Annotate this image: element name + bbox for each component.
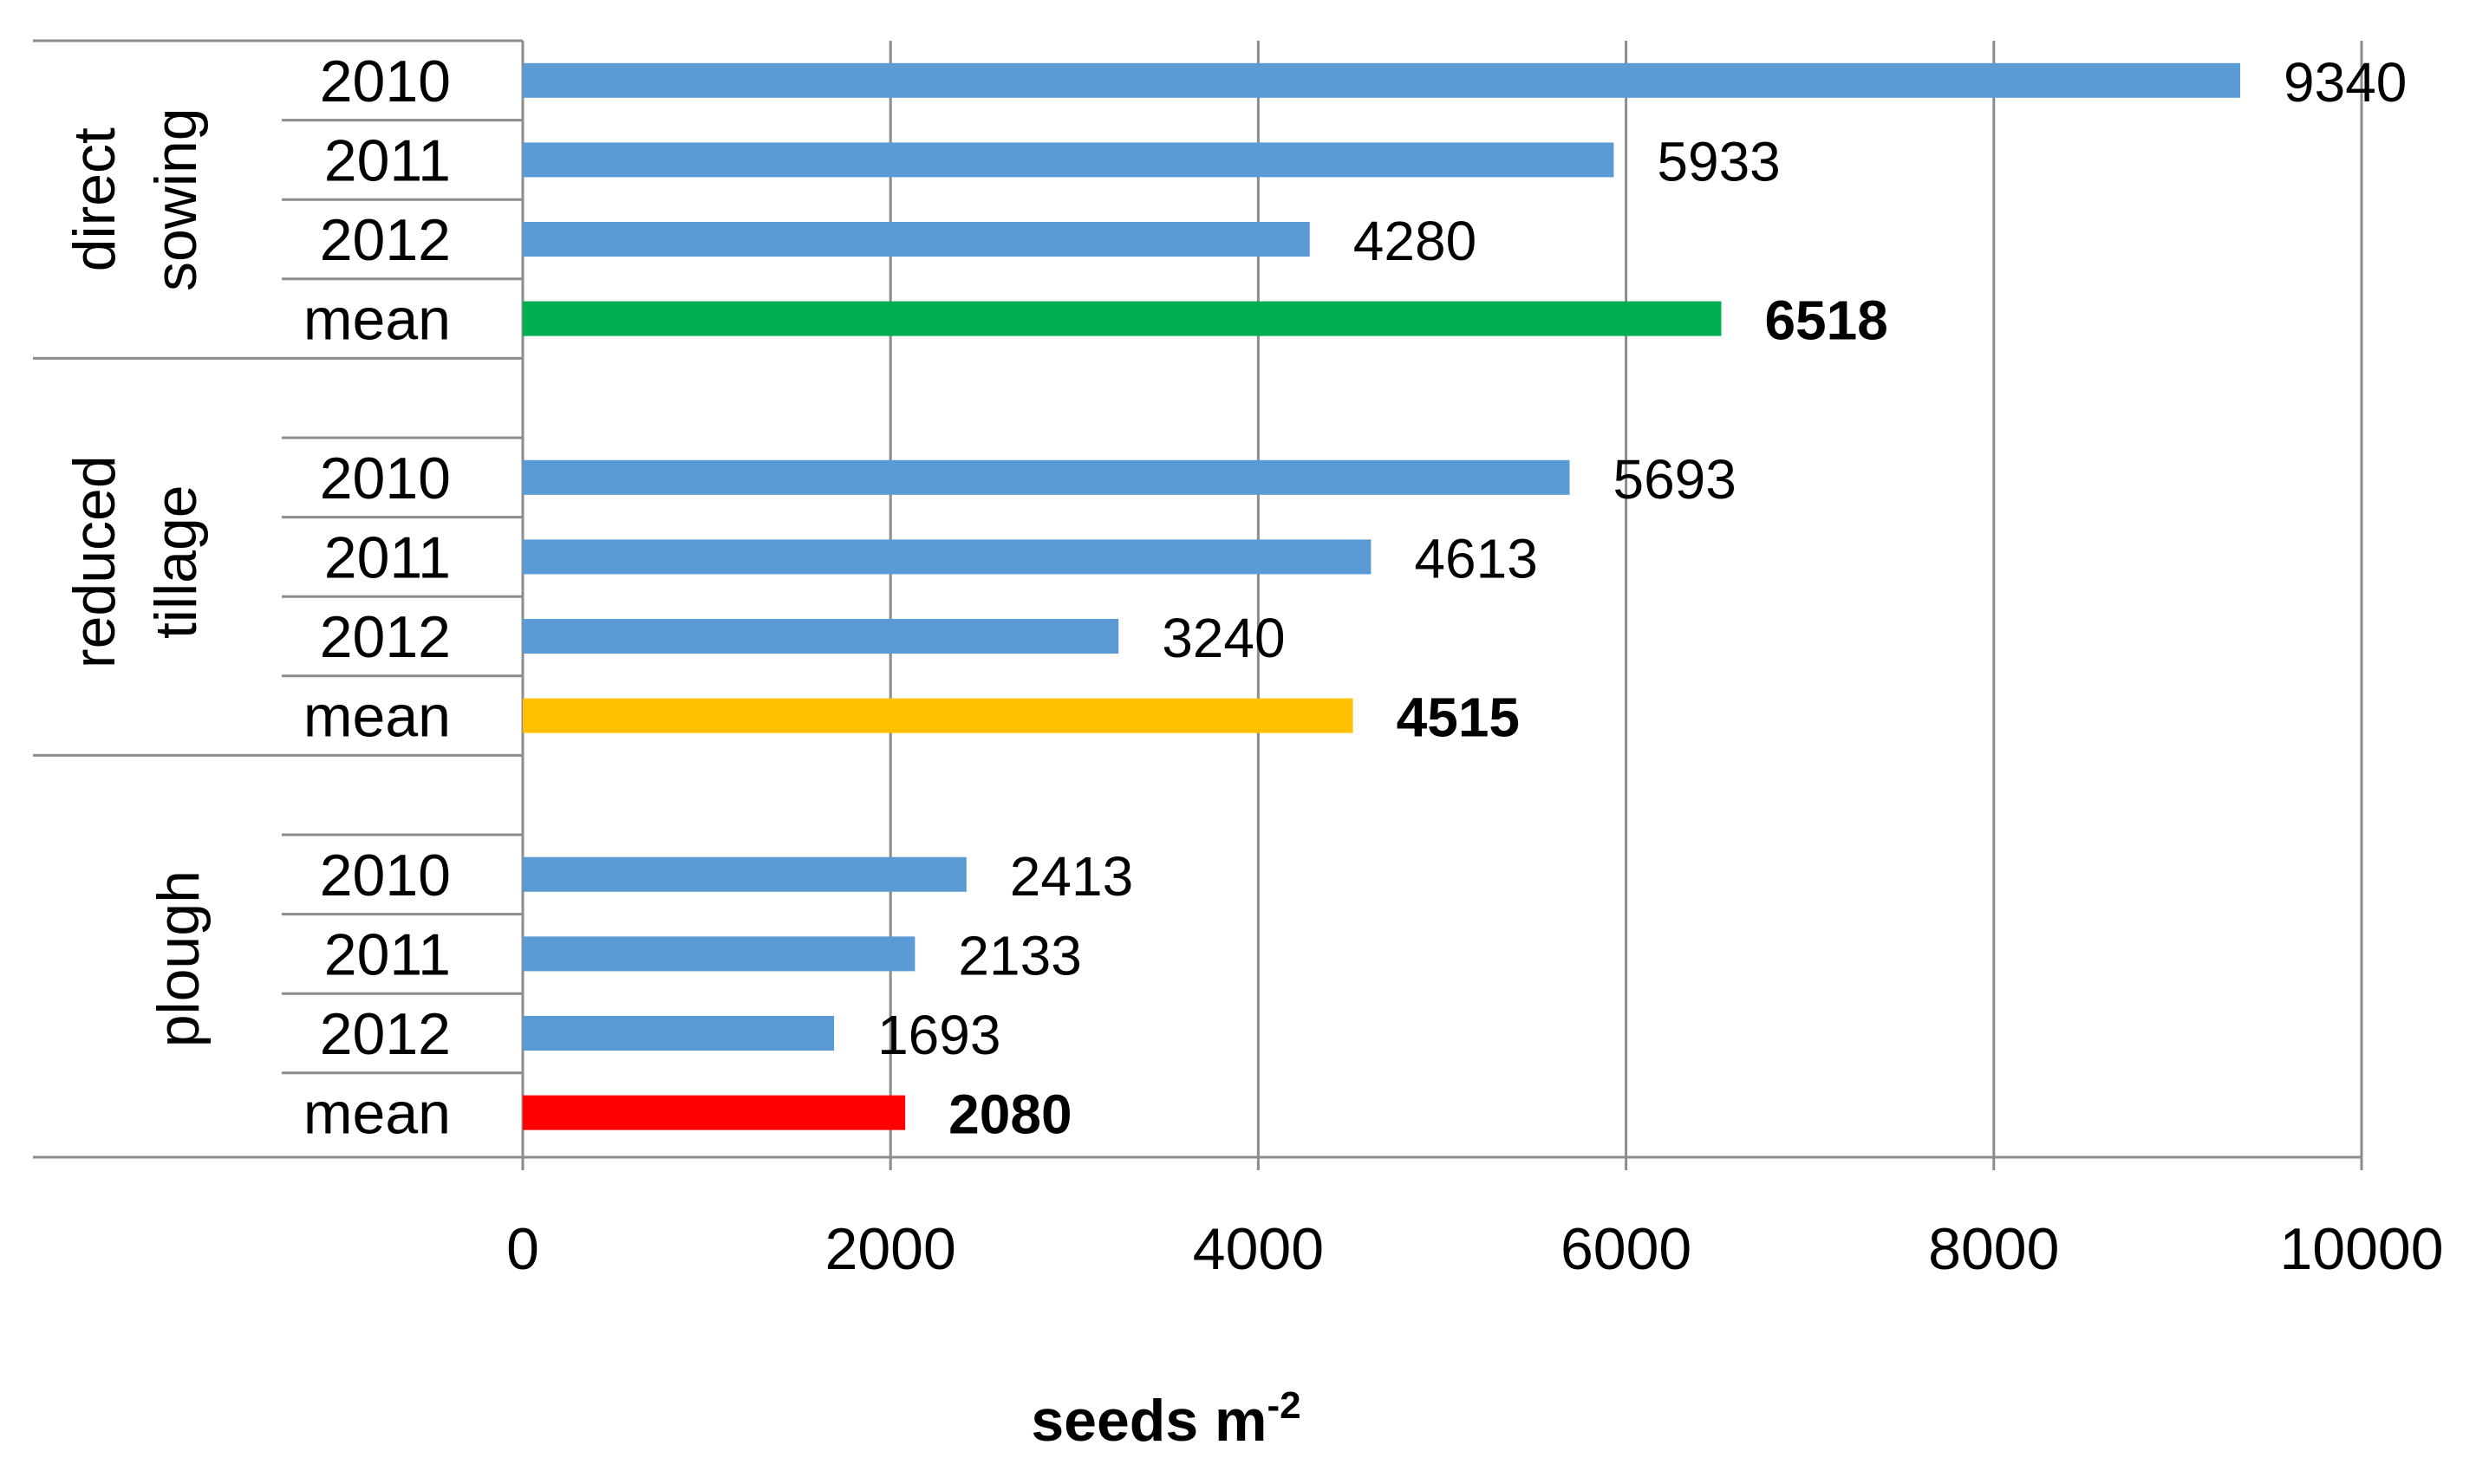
x-tick-label-4000: 4000 <box>1193 1216 1324 1282</box>
row-label-mean: mean <box>303 287 451 353</box>
group-label-direct-sowing: sowing <box>143 107 209 291</box>
group-label-reduced-tillage: tillage <box>143 485 209 639</box>
row-label-mean: mean <box>303 1081 451 1147</box>
group-label-direct-sowing: direct <box>62 127 127 271</box>
bar-direct-sowing-mean <box>523 301 1722 336</box>
bar-plough-2011 <box>523 936 915 972</box>
value-label-reduced-tillage-2012: 3240 <box>1162 607 1285 669</box>
value-label-direct-sowing-2011: 5933 <box>1657 130 1780 192</box>
value-label-direct-sowing-2012: 4280 <box>1353 210 1476 272</box>
bar-direct-sowing-2010 <box>523 62 2241 98</box>
value-label-plough-2012: 1693 <box>877 1004 1000 1066</box>
group-label-plough: plough <box>146 870 212 1047</box>
row-label-2012: 2012 <box>320 1001 451 1067</box>
bar-reduced-tillage-2012 <box>523 619 1119 654</box>
value-labels: 9340 5933 4280 6518 5693 4613 3240 4515 2413 2133… <box>877 51 2407 1146</box>
value-label-reduced-tillage-2011: 4613 <box>1414 527 1537 589</box>
bar-direct-sowing-2012 <box>523 222 1310 257</box>
row-label-2010: 2010 <box>320 49 451 114</box>
value-label-plough-mean: 2080 <box>948 1084 1072 1146</box>
value-label-reduced-tillage-2010: 5693 <box>1613 448 1736 511</box>
bar-reduced-tillage-2011 <box>523 539 1372 575</box>
bar-reduced-tillage-mean <box>523 698 1353 733</box>
x-axis-title: seeds m-2 <box>1031 1384 1300 1454</box>
category-axis: 2010 2011 2012 mean direct sowing 2010 2011 2012… <box>33 39 2362 1170</box>
x-tick-label-6000: 6000 <box>1561 1216 1691 1282</box>
value-label-direct-sowing-mean: 6518 <box>1764 290 1887 352</box>
x-tick-label-0: 0 <box>506 1216 539 1282</box>
value-label-direct-sowing-2010: 9340 <box>2284 51 2407 114</box>
bar-reduced-tillage-2010 <box>523 459 1570 495</box>
bar-plough-mean <box>523 1095 906 1130</box>
row-label-2012: 2012 <box>320 207 451 273</box>
group-label-reduced-tillage: reduced <box>62 455 127 668</box>
bars <box>523 62 2241 1130</box>
bar-direct-sowing-2011 <box>523 142 1614 178</box>
value-label-reduced-tillage-mean: 4515 <box>1397 687 1520 749</box>
row-label-2011: 2011 <box>324 524 451 590</box>
bar-plough-2010 <box>523 856 967 892</box>
x-tick-label-8000: 8000 <box>1928 1216 2059 1282</box>
row-label-2010: 2010 <box>320 843 451 908</box>
row-label-2012: 2012 <box>320 604 451 670</box>
value-label-plough-2010: 2413 <box>1010 845 1133 908</box>
x-tick-label-2000: 2000 <box>825 1216 956 1282</box>
x-axis-ticks: 0 2000 4000 6000 8000 10000 <box>506 1216 2443 1282</box>
x-tick-label-10000: 10000 <box>2279 1216 2443 1282</box>
row-label-2011: 2011 <box>324 921 451 987</box>
row-label-2011: 2011 <box>324 127 451 193</box>
value-label-plough-2011: 2133 <box>958 924 1081 986</box>
row-label-mean: mean <box>303 684 451 750</box>
bar-plough-2012 <box>523 1016 835 1051</box>
row-label-2010: 2010 <box>320 446 451 511</box>
